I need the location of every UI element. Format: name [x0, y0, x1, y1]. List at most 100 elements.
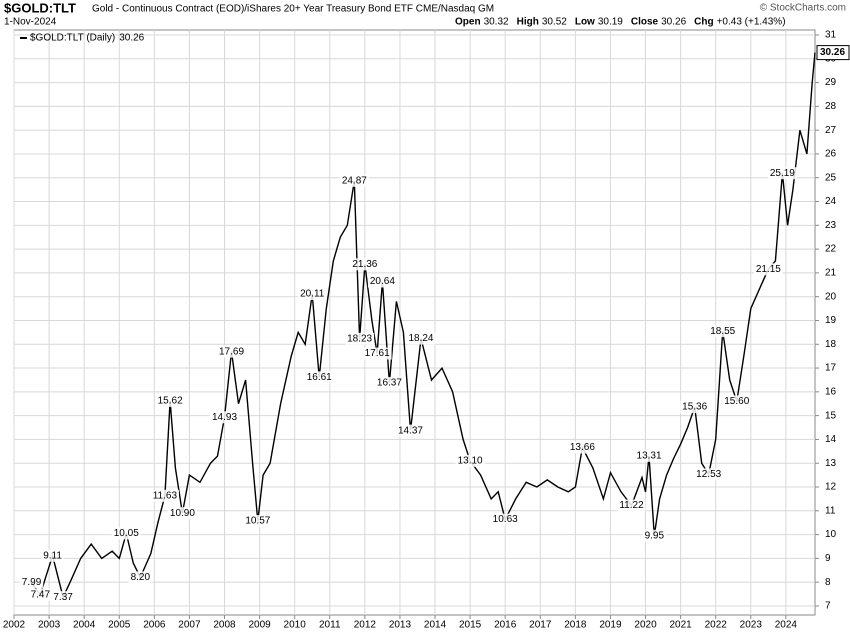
annotation: 13.10	[458, 455, 483, 466]
y-tick-label: 7	[825, 601, 831, 612]
y-tick-label: 19	[825, 315, 837, 326]
x-tick-label: 2016	[494, 620, 517, 631]
annotation: 16.61	[307, 372, 332, 383]
annotation-bg	[634, 449, 664, 462]
date: 1-Nov-2024	[4, 17, 57, 28]
x-tick-label: 2020	[634, 620, 657, 631]
source: © StockCharts.com	[760, 3, 846, 14]
x-tick-label: 2006	[143, 620, 166, 631]
annotation-bg	[150, 489, 180, 502]
y-tick-label: 13	[825, 458, 837, 469]
annotation-bg	[345, 332, 375, 345]
annotation: 13.31	[637, 450, 662, 461]
annotation-bg	[367, 275, 397, 288]
annotation: 15.62	[158, 396, 183, 407]
annotation-bg	[167, 507, 197, 520]
quote-value: 30.19	[598, 17, 623, 28]
chart-title: $GOLD:TLT	[4, 0, 76, 15]
x-tick-label: 2007	[178, 620, 201, 631]
y-tick-label: 20	[825, 291, 837, 302]
y-tick-label: 11	[825, 505, 836, 516]
annotation-bg	[304, 371, 334, 384]
annotation-bg	[19, 576, 44, 589]
quote-label: Close	[631, 17, 659, 28]
annotation: 10.63	[493, 514, 518, 525]
y-tick-label: 27	[825, 125, 837, 136]
annotation: 18.24	[408, 333, 433, 344]
y-tick-label: 25	[825, 172, 837, 183]
annotation-bg	[642, 529, 667, 542]
annotation-bg	[680, 401, 710, 414]
x-tick-label: 2021	[669, 620, 692, 631]
x-tick-label: 2023	[740, 620, 763, 631]
x-tick-label: 2019	[599, 620, 622, 631]
x-tick-label: 2010	[284, 620, 307, 631]
annotation: 16.37	[377, 378, 402, 389]
annotation: 14.37	[398, 425, 423, 436]
annotation-bg	[374, 377, 404, 390]
annotation-bg	[753, 263, 783, 276]
annotation-bg	[406, 332, 436, 345]
x-tick-label: 2013	[389, 620, 412, 631]
annotation: 7.99	[22, 577, 42, 588]
annotation: 20.11	[300, 289, 325, 300]
annotation: 9.11	[43, 550, 62, 561]
y-tick-label: 24	[825, 196, 837, 207]
x-tick-label: 2004	[73, 620, 96, 631]
legend-value: 30.26	[119, 33, 144, 44]
annotation-bg	[350, 258, 380, 271]
annotation: 18.55	[710, 326, 735, 337]
y-tick-label: 21	[825, 268, 837, 279]
annotation: 7.47	[31, 589, 51, 600]
x-tick-label: 2017	[529, 620, 552, 631]
y-tick-label: 12	[825, 482, 837, 493]
annotation: 15.60	[724, 396, 749, 407]
y-tick-label: 29	[825, 77, 837, 88]
quote-value: +0.43 (+1.43%)	[717, 17, 786, 28]
annotation: 11.63	[153, 490, 178, 501]
annotation: 13.66	[570, 442, 595, 453]
annotation: 12.53	[696, 469, 721, 480]
y-tick-label: 18	[825, 339, 837, 350]
x-tick-label: 2003	[38, 620, 61, 631]
quote-label: Low	[575, 17, 595, 28]
x-tick-label: 2024	[775, 620, 798, 631]
annotation-bg	[128, 571, 153, 584]
annotation-bg	[490, 513, 520, 526]
annotation-bg	[41, 549, 64, 562]
x-tick-label: 2005	[108, 620, 131, 631]
annotation: 24.87	[342, 175, 367, 186]
x-tick-label: 2015	[459, 620, 482, 631]
y-tick-label: 14	[825, 434, 837, 445]
annotation-bg	[722, 395, 752, 408]
annotation: 21.15	[756, 264, 781, 275]
annotation: 15.36	[682, 402, 707, 413]
x-tick-label: 2009	[248, 620, 271, 631]
annotation-bg	[339, 174, 369, 187]
chart-subtitle: Gold - Continuous Contract (EOD)/iShares…	[92, 4, 494, 15]
annotation: 14.93	[212, 412, 237, 423]
annotation-bg	[362, 347, 392, 360]
annotation-bg	[243, 515, 273, 528]
y-tick-label: 26	[825, 149, 837, 160]
annotation: 7.37	[53, 592, 73, 603]
annotation-bg	[708, 325, 738, 338]
annotation-bg	[395, 424, 425, 437]
annotation-bg	[298, 288, 327, 301]
y-tick-label: 15	[825, 410, 837, 421]
annotation: 21.36	[352, 259, 377, 270]
quote-label: Open	[455, 17, 481, 28]
legend-name: $GOLD:TLT (Daily)	[30, 33, 115, 44]
annotation: 25.19	[770, 168, 795, 179]
annotation: 18.23	[347, 333, 372, 344]
annotation-bg	[455, 454, 485, 467]
annotation: 17.61	[365, 348, 390, 359]
annotation: 17.69	[219, 346, 244, 357]
last-value-box	[816, 45, 850, 61]
annotation-bg	[155, 394, 185, 407]
quote-label: Chg	[694, 17, 713, 28]
x-tick-label: 2011	[319, 620, 341, 631]
y-tick-label: 17	[825, 363, 837, 374]
